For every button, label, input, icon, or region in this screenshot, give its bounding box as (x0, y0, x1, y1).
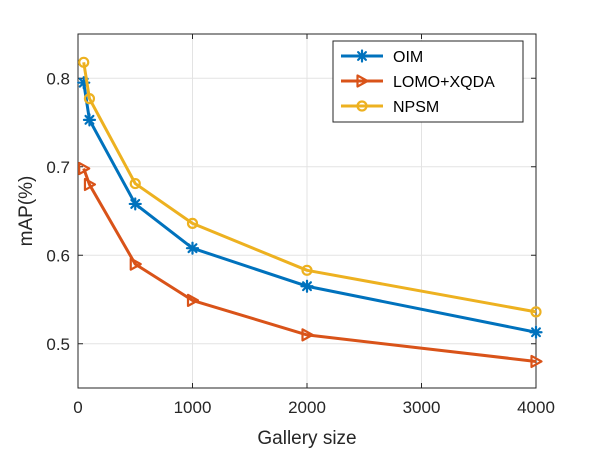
x-tick-label: 2000 (288, 398, 326, 417)
x-tick-label: 3000 (403, 398, 441, 417)
y-tick-label: 0.6 (46, 246, 70, 265)
x-tick-label: 0 (73, 398, 82, 417)
data-point-circle (186, 217, 199, 229)
y-tick-label: 0.5 (46, 335, 70, 354)
legend-item: LOMO+XQDA (341, 74, 495, 91)
series-line (82, 62, 537, 314)
data-point-circle (356, 100, 368, 112)
data-point-asterisk (185, 241, 200, 255)
data-point-stroke (357, 51, 367, 61)
data-point-circle (129, 177, 141, 190)
data-point-triangle (301, 328, 314, 342)
y-axis-title: mAP(%) (16, 176, 37, 247)
legend: OIM LOMO+XQDA NPSM (332, 40, 524, 123)
data-point-asterisk (300, 279, 314, 293)
data-point-asterisk (355, 49, 369, 63)
legend-item: OIM (341, 49, 423, 66)
series-group (77, 56, 543, 369)
data-point-circle (301, 264, 313, 276)
data-point-triangle (356, 74, 369, 88)
data-point-stroke (187, 243, 198, 254)
axis-ticks: 0 1000 2000 3000 4000 0.5 0.6 0.7 0.8 (46, 34, 555, 417)
data-point-stroke (531, 327, 541, 338)
legend-label: OIM (393, 49, 423, 66)
legend-label: LOMO+XQDA (393, 74, 495, 91)
data-point-circle (530, 306, 542, 318)
data-point-stroke (130, 198, 141, 209)
series-lomo-xqda (78, 161, 543, 369)
data-point-stroke (84, 114, 95, 125)
data-point-circle (83, 93, 96, 105)
series-npsm (78, 56, 542, 318)
data-point-triangle (83, 177, 97, 192)
y-tick-label: 0.7 (46, 158, 70, 177)
data-point-triangle (186, 293, 200, 307)
legend-item: NPSM (341, 99, 439, 116)
x-axis-title: Gallery size (257, 428, 356, 449)
data-point-asterisk (128, 197, 142, 211)
legend-label: NPSM (393, 99, 439, 116)
y-tick-label: 0.8 (46, 69, 70, 88)
data-point-triangle (129, 257, 142, 271)
data-point-asterisk (529, 325, 543, 339)
x-tick-label: 1000 (174, 398, 212, 417)
data-point-asterisk (82, 113, 97, 127)
series-line (82, 82, 537, 334)
data-point-stroke (302, 281, 312, 292)
x-tick-label: 4000 (517, 398, 555, 417)
data-point-triangle (78, 161, 91, 176)
data-point-circle (78, 56, 90, 68)
data-point-triangle (530, 354, 543, 369)
